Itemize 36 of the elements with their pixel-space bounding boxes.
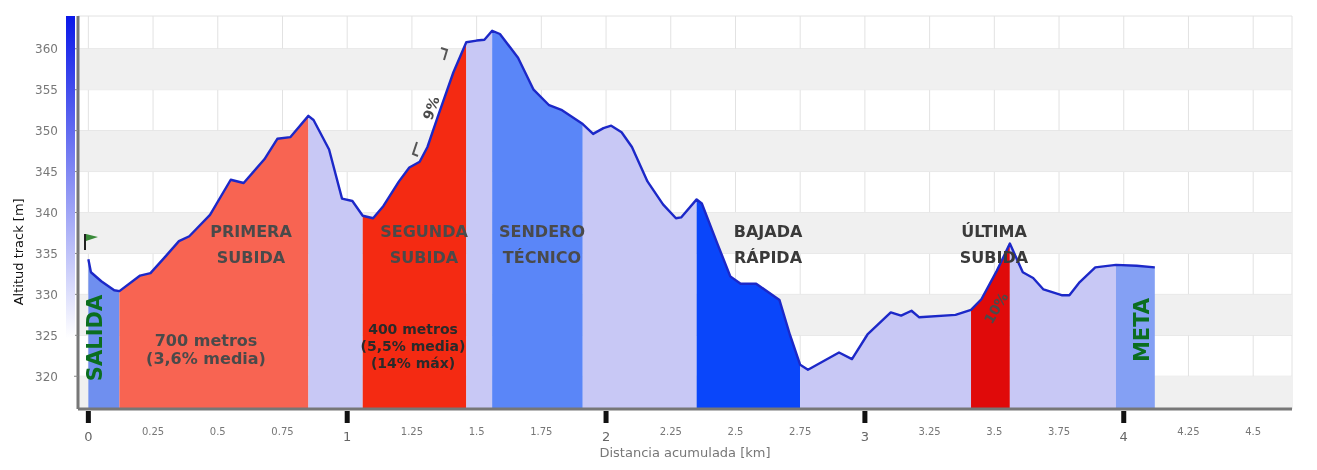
y-tick-label: 335 [35, 246, 58, 261]
annotation: SALIDA [83, 294, 107, 382]
y-tick-label: 330 [35, 287, 58, 302]
x-tick-label: 1 [343, 429, 352, 444]
x-tick-label: 1.5 [468, 426, 485, 437]
y-tick-label: 325 [35, 328, 58, 343]
x-tick-label: 2.5 [727, 426, 744, 437]
y-tick-label: 345 [35, 164, 58, 179]
x-tick-label: 0 [84, 429, 93, 444]
annotation: 700 metros (3,6% media) [146, 330, 266, 368]
x-tick-label: 1.75 [530, 426, 553, 437]
y-tick-label: 355 [35, 82, 58, 97]
x-tick-label: 0.5 [209, 426, 226, 437]
annotation: BAJADA RÁPIDA [733, 221, 803, 267]
y-tick-label: 340 [35, 205, 58, 220]
x-tick-label: 1.25 [400, 426, 424, 437]
annotation: META [1130, 297, 1154, 363]
x-tick-label: 3.25 [918, 426, 941, 437]
x-tick-label: 4 [1119, 429, 1128, 444]
x-tick-label: 2.75 [789, 426, 812, 437]
x-tick-label: 4.25 [1177, 426, 1200, 437]
y-tick-label: 360 [35, 42, 58, 57]
y-axis-title: Altitud track [m] [10, 198, 26, 306]
annotation: 9% [419, 94, 443, 122]
x-tick-label: 3.75 [1047, 426, 1071, 437]
annotation: PRIMERA SUBIDA [210, 221, 293, 267]
x-tick-label: 0.75 [271, 426, 294, 437]
x-tick-label: 3.5 [986, 426, 1003, 437]
x-axis-title: Distancia acumulada [km] [599, 445, 771, 460]
x-tick-label: 3 [860, 429, 870, 444]
x-tick-label: 2.25 [659, 426, 682, 437]
y-tick-label: 320 [35, 369, 58, 384]
x-tick-label: 2 [601, 429, 611, 444]
y-tick-label: 350 [35, 123, 58, 138]
x-tick-label: 4.5 [1245, 426, 1262, 437]
x-tick-label: 0.25 [141, 426, 165, 437]
